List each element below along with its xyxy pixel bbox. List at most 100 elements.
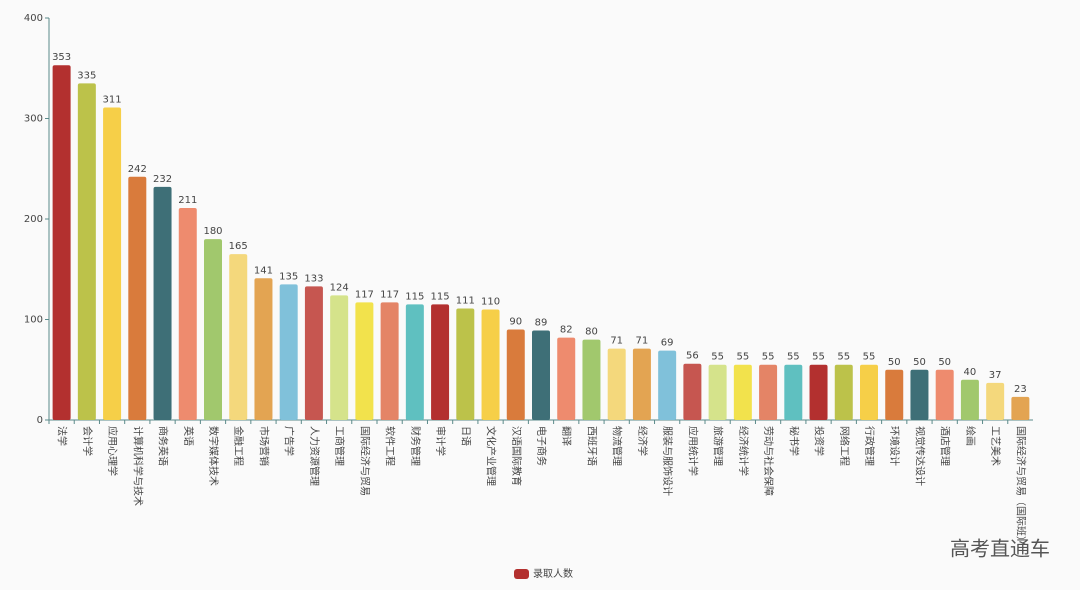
- value-label: 80: [585, 327, 598, 338]
- value-label: 40: [964, 367, 977, 378]
- bar: [229, 254, 248, 420]
- bar: [759, 364, 778, 420]
- x-tick-label: 日语: [459, 426, 471, 446]
- bar: [330, 295, 349, 420]
- bar: [784, 364, 803, 420]
- bar: [632, 348, 651, 420]
- bar: [431, 304, 450, 420]
- bar: [103, 107, 122, 420]
- x-tick-label: 西班牙语: [585, 426, 597, 466]
- bar: [607, 348, 626, 420]
- value-label: 117: [380, 289, 399, 300]
- x-tick-label: 服装与服饰设计: [661, 426, 674, 496]
- legend-swatch: [514, 569, 529, 579]
- value-label: 124: [330, 282, 349, 293]
- value-label: 89: [535, 318, 548, 329]
- value-label: 180: [203, 226, 222, 237]
- x-tick-label: 广告学: [283, 426, 296, 456]
- value-label: 242: [128, 164, 147, 175]
- bar: [860, 364, 878, 420]
- bar: [960, 379, 979, 420]
- value-label: 55: [863, 352, 876, 363]
- value-label: 55: [837, 352, 850, 363]
- bar: [986, 382, 1005, 420]
- x-tick-label: 法学: [56, 426, 69, 446]
- bar: [456, 308, 475, 420]
- x-tick-label: 环境设计: [888, 426, 901, 466]
- x-tick-label: 应用心理学: [106, 426, 119, 476]
- y-tick-label: 0: [37, 415, 43, 426]
- bar: [380, 302, 399, 420]
- bar: [885, 369, 904, 420]
- x-tick-label: 工商管理: [333, 426, 346, 466]
- value-label: 111: [456, 295, 475, 306]
- value-label: 311: [103, 94, 122, 105]
- value-label: 211: [178, 195, 197, 206]
- x-tick-label: 审计学: [434, 426, 447, 456]
- x-tick-label: 商务英语: [157, 426, 170, 466]
- x-tick-label: 网络工程: [838, 426, 851, 466]
- y-tick-label: 100: [24, 315, 43, 326]
- bar: [178, 207, 197, 420]
- bar: [481, 309, 500, 420]
- watermark: 高考直通车: [950, 537, 1050, 561]
- value-label: 55: [762, 352, 775, 363]
- value-label: 56: [686, 351, 699, 362]
- value-label: 141: [254, 265, 273, 276]
- value-label: 55: [812, 352, 825, 363]
- bar: [910, 369, 929, 420]
- value-label: 50: [888, 357, 901, 368]
- value-label: 37: [989, 370, 1002, 381]
- value-label: 110: [481, 296, 500, 307]
- x-tick-label: 物流管理: [611, 426, 624, 466]
- value-label: 335: [77, 70, 96, 81]
- bar: [683, 363, 702, 420]
- bar: [733, 364, 752, 420]
- x-tick-label: 劳动与社会保障: [762, 426, 775, 496]
- x-tick-label: 国际经济与贸易: [358, 426, 371, 496]
- x-tick-label: 市场营销: [257, 426, 270, 466]
- x-tick-label: 文化产业管理: [485, 426, 498, 486]
- x-tick-label: 计算机科学与技术: [131, 426, 144, 506]
- bar: [506, 329, 525, 420]
- bar: [355, 302, 374, 420]
- bar: [809, 364, 828, 420]
- value-label: 50: [913, 357, 926, 368]
- y-tick-label: 200: [24, 214, 43, 225]
- x-tick-label: 酒店管理: [939, 426, 952, 466]
- bar: [153, 186, 172, 420]
- value-label: 50: [938, 357, 951, 368]
- bar: [1011, 396, 1030, 420]
- bar: [52, 65, 71, 421]
- x-tick-label: 秘书学: [787, 426, 800, 456]
- x-tick-label: 汉语国际教育: [510, 426, 523, 486]
- value-label: 117: [355, 289, 374, 300]
- value-label: 71: [610, 336, 623, 347]
- x-tick-label: 电子商务: [535, 426, 548, 466]
- bar: [77, 83, 96, 420]
- bar: [254, 278, 273, 420]
- value-label: 135: [279, 271, 298, 282]
- x-tick-label: 国际经济与贸易（国际班）: [1014, 426, 1027, 546]
- x-tick-label: 人力资源管理: [308, 426, 321, 486]
- bar: [128, 176, 147, 420]
- x-tick-label: 数字媒体技术: [207, 426, 220, 486]
- x-tick-label: 工艺美术: [989, 426, 1002, 466]
- bar: [834, 364, 853, 420]
- x-tick-label: 会计学: [81, 426, 94, 456]
- value-label: 90: [509, 317, 522, 328]
- legend-label: 录取人数: [533, 567, 573, 580]
- value-label: 55: [736, 352, 749, 363]
- x-tick-label: 视觉传达设计: [913, 426, 926, 486]
- bar: [532, 330, 550, 420]
- x-tick-label: 绘画: [964, 426, 977, 446]
- x-tick-label: 旅游管理: [712, 426, 725, 466]
- bar: [557, 337, 576, 420]
- value-label: 69: [661, 338, 674, 349]
- bar: [658, 350, 677, 420]
- bar: [204, 239, 222, 420]
- bar: [405, 304, 424, 420]
- y-tick-label: 300: [24, 114, 43, 125]
- bar: [304, 286, 323, 420]
